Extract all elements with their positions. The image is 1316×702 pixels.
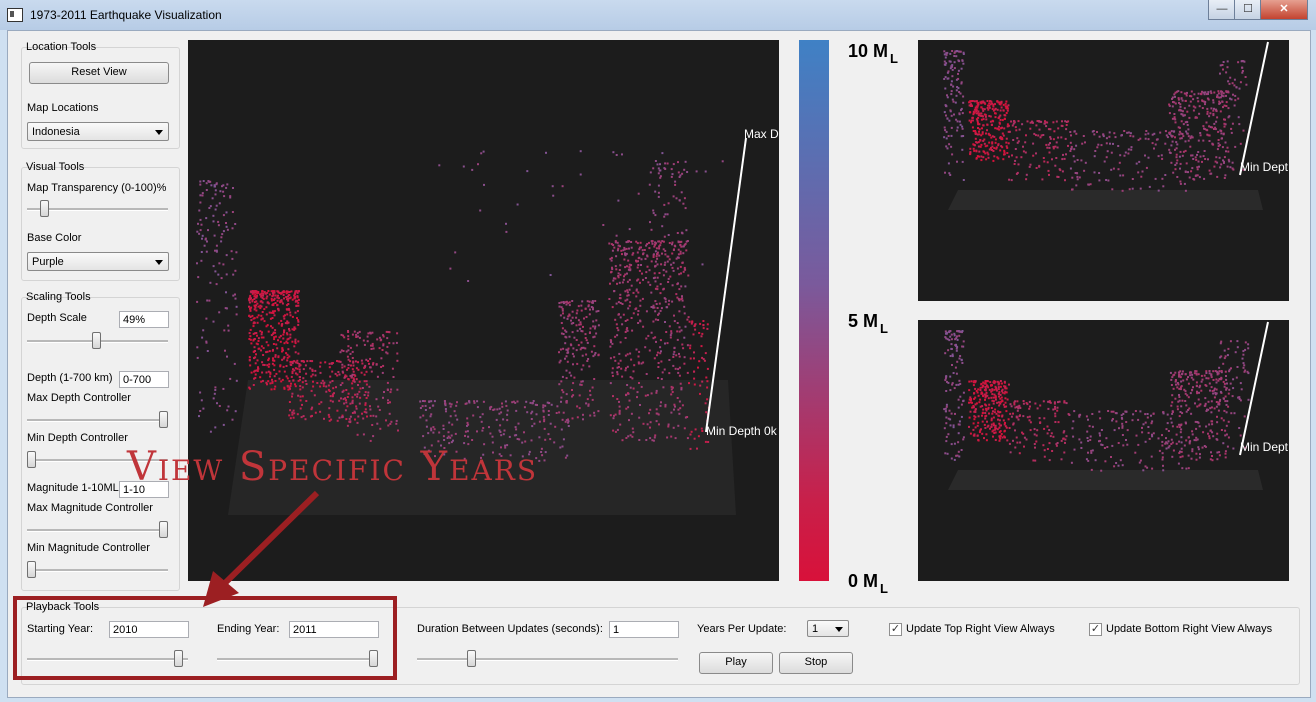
play-button[interactable]: Play [699, 652, 773, 674]
depth-range-label: Depth (1-700 km) [27, 372, 113, 384]
annotation-box [13, 596, 397, 680]
max-magnitude-label: Max Magnitude Controller [27, 502, 153, 514]
depth-scale-slider[interactable] [27, 331, 168, 351]
map-locations-dropdown[interactable]: Indonesia [27, 122, 169, 141]
visual-tools-title: Visual Tools [26, 161, 85, 173]
top-right-canvas [943, 41, 1269, 210]
min-magnitude-label: Min Magnitude Controller [27, 542, 150, 554]
magnitude-colorbar [799, 40, 829, 581]
depth-axis-line [705, 137, 747, 433]
base-color-label: Base Color [27, 232, 82, 244]
starting-year-slider[interactable] [27, 649, 188, 669]
duration-label: Duration Between Updates (seconds): [417, 623, 603, 635]
location-tools-group [21, 47, 180, 149]
min-depth-axis-label: Min Dept [1240, 440, 1289, 454]
slider-thumb[interactable] [27, 451, 36, 468]
map-locations-label: Map Locations [27, 102, 99, 114]
chevron-down-icon [155, 260, 163, 265]
colorbar-unit: L [880, 321, 888, 336]
transparency-label: Map Transparency (0-100)% [27, 182, 167, 194]
earthquake-points [943, 330, 1250, 472]
colorbar-unit: L [890, 51, 898, 66]
title-bar: 1973-2011 Earthquake Visualization — ☐ ✕ [0, 0, 1316, 30]
duration-field[interactable]: 1 [609, 621, 679, 638]
depth-axis-line [1239, 41, 1269, 176]
starting-year-field[interactable]: 2010 [109, 621, 189, 638]
scaling-tools-title: Scaling Tools [26, 291, 91, 303]
duration-slider[interactable] [417, 649, 678, 669]
max-depth-slider[interactable] [27, 410, 168, 430]
min-magnitude-slider[interactable] [27, 560, 168, 580]
starting-year-label: Starting Year: [27, 623, 94, 635]
slider-thumb[interactable] [159, 411, 168, 428]
ending-year-field[interactable]: 2011 [289, 621, 379, 638]
update-top-label: Update Top Right View Always [906, 623, 1055, 635]
slider-thumb[interactable] [174, 650, 183, 667]
magnitude-field[interactable]: 1-10 [119, 481, 169, 498]
earthquake-points [943, 50, 1250, 192]
years-per-update-label: Years Per Update: [697, 623, 787, 635]
transparency-slider[interactable] [27, 199, 168, 219]
location-tools-title: Location Tools [26, 41, 97, 53]
base-color-dropdown[interactable]: Purple [27, 252, 169, 271]
magnitude-label: Magnitude 1-10ML [27, 482, 119, 494]
earthquake-points [196, 150, 724, 462]
depth-scale-field[interactable]: 49% [119, 311, 169, 328]
visual-tools-group [21, 167, 180, 281]
playback-tools-group [21, 607, 1300, 685]
max-depth-axis-label: Max D [744, 127, 779, 141]
map-locations-value: Indonesia [32, 126, 80, 138]
ending-year-label: Ending Year: [217, 623, 280, 635]
bottom-right-view[interactable]: Min Dept [918, 320, 1289, 581]
annotation-text: View Specific Years [127, 444, 539, 490]
chevron-down-icon [155, 130, 163, 135]
main-view-canvas[interactable] [188, 40, 779, 581]
ending-year-slider[interactable] [217, 649, 378, 669]
years-per-update-dropdown[interactable]: 1 [807, 620, 849, 637]
depth-range-field[interactable]: 0-700 [119, 371, 169, 388]
depth-scale-label: Depth Scale [27, 312, 87, 324]
min-depth-axis-label: Min Dept [1240, 160, 1289, 174]
slider-thumb[interactable] [467, 650, 476, 667]
main-3d-view[interactable]: Max D Min Depth 0k [188, 40, 779, 581]
update-top-checkbox[interactable]: ✓ [889, 623, 902, 636]
slider-thumb[interactable] [92, 332, 101, 349]
base-color-value: Purple [32, 256, 64, 268]
slider-thumb[interactable] [159, 521, 168, 538]
top-right-view[interactable]: Min Dept [918, 40, 1289, 301]
max-depth-label: Max Depth Controller [27, 392, 131, 404]
close-button[interactable]: ✕ [1260, 0, 1308, 20]
window-title: 1973-2011 Earthquake Visualization [30, 8, 222, 22]
app-icon [7, 8, 23, 22]
scaling-tools-group [21, 297, 180, 591]
reset-view-button[interactable]: Reset View [29, 62, 169, 84]
years-per-update-value: 1 [812, 623, 819, 635]
stop-button[interactable]: Stop [779, 652, 853, 674]
maximize-button[interactable]: ☐ [1234, 0, 1262, 20]
playback-tools-title: Playback Tools [26, 601, 100, 613]
update-bottom-label: Update Bottom Right View Always [1106, 623, 1273, 635]
bottom-right-canvas [943, 321, 1269, 490]
slider-thumb[interactable] [27, 561, 36, 578]
slider-thumb[interactable] [40, 200, 49, 217]
map-plane [228, 380, 736, 515]
min-depth-axis-label: Min Depth 0k [706, 424, 777, 438]
max-magnitude-slider[interactable] [27, 520, 168, 540]
min-depth-label: Min Depth Controller [27, 432, 128, 444]
chevron-down-icon [835, 627, 843, 632]
min-depth-slider[interactable] [27, 450, 168, 470]
colorbar-unit: L [880, 581, 888, 596]
depth-axis-line [1239, 321, 1269, 456]
update-bottom-checkbox[interactable]: ✓ [1089, 623, 1102, 636]
minimize-button[interactable]: — [1208, 0, 1236, 20]
slider-thumb[interactable] [369, 650, 378, 667]
arrow-shaft [220, 490, 320, 588]
